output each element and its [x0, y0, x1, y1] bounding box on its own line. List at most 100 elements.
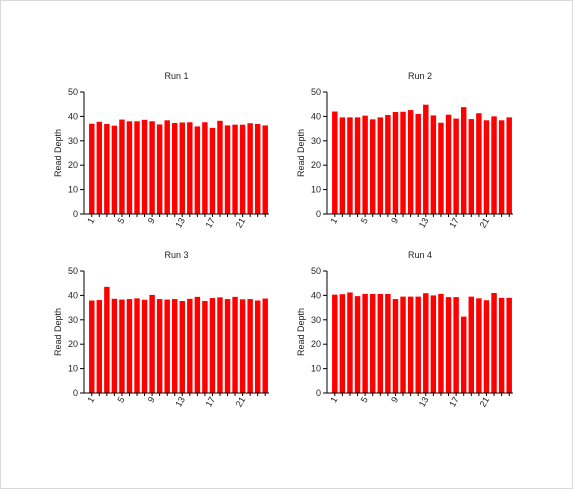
y-tick-label: 20 [311, 160, 321, 170]
bar [347, 292, 353, 393]
bar [149, 121, 155, 214]
bar [262, 298, 268, 393]
x-tick-label: 21 [478, 216, 492, 230]
bar [400, 111, 406, 214]
bar [89, 123, 95, 214]
chart-panel-2: Run 2 0 10 20 30 40 50 Read Depth 1 5 9 13 17 21 [296, 71, 513, 230]
y-tick-label: 30 [68, 315, 78, 325]
bar [217, 120, 223, 214]
bar [460, 316, 467, 393]
bar [224, 125, 231, 214]
y-tick-label: 20 [68, 160, 78, 170]
y-tick-label: 0 [73, 209, 78, 219]
bar [445, 297, 452, 393]
y-tick-label: 0 [316, 388, 321, 398]
y-tick-label: 0 [73, 388, 78, 398]
bar [362, 293, 368, 393]
y-axis-label: Read Depth [53, 129, 63, 177]
bar [385, 114, 391, 214]
bar [239, 299, 246, 393]
x-tick-label: 17 [447, 395, 461, 409]
bar [430, 295, 437, 393]
y-axis-label: Read Depth [53, 308, 63, 356]
bar [141, 119, 148, 214]
bar [164, 120, 170, 214]
y-tick-label: 20 [68, 339, 78, 349]
bar [347, 117, 353, 214]
bar [209, 127, 216, 214]
bar [415, 113, 421, 214]
x-tick-label: 9 [146, 216, 157, 225]
bar [187, 122, 193, 214]
y-tick-label: 50 [68, 266, 78, 276]
bar [392, 112, 399, 214]
bar [423, 293, 429, 393]
bar [339, 117, 346, 214]
bar [491, 116, 497, 214]
bar [407, 296, 414, 393]
y-tick-label: 10 [311, 364, 321, 374]
bar [438, 293, 444, 393]
x-tick-label: 13 [417, 216, 431, 230]
bar [339, 294, 346, 393]
y-tick-label: 50 [311, 266, 321, 276]
bar [156, 299, 163, 393]
bar [187, 298, 193, 393]
bar [172, 299, 178, 393]
bar [194, 296, 201, 393]
bar [262, 125, 268, 214]
bar [498, 297, 505, 393]
bar [126, 299, 133, 393]
bar [179, 301, 185, 393]
bar [232, 124, 238, 214]
bar [111, 125, 118, 214]
y-tick-label: 10 [68, 364, 78, 374]
x-tick-label: 5 [359, 216, 370, 225]
x-tick-label: 9 [389, 395, 400, 404]
bar [377, 293, 384, 393]
bar [438, 122, 444, 214]
y-tick-label: 40 [311, 111, 321, 121]
bar [332, 294, 338, 393]
bar [369, 119, 376, 214]
x-tick-label: 1 [85, 395, 96, 404]
bar [354, 296, 361, 393]
bar [400, 296, 406, 393]
bar [460, 107, 467, 214]
bar [483, 300, 490, 393]
x-tick-label: 21 [478, 395, 492, 409]
x-tick-label: 1 [328, 395, 339, 404]
bar [141, 299, 148, 393]
bar [239, 124, 246, 214]
bar [104, 123, 110, 214]
bar [385, 293, 391, 393]
x-tick-label: 5 [359, 395, 370, 404]
chart-title: Run 4 [408, 250, 432, 260]
x-tick-label: 1 [85, 216, 96, 225]
bar [179, 122, 185, 214]
y-tick-label: 0 [316, 209, 321, 219]
bar [392, 299, 399, 393]
bar [491, 292, 497, 393]
y-tick-label: 30 [311, 315, 321, 325]
x-tick-label: 21 [234, 395, 248, 409]
bar [506, 297, 512, 393]
bar [194, 126, 201, 214]
bar [468, 119, 475, 214]
bar [119, 119, 125, 214]
y-axis-label: Read Depth [296, 308, 306, 356]
y-tick-label: 10 [68, 185, 78, 195]
bar [247, 299, 253, 393]
bar [453, 118, 459, 214]
bar [156, 124, 163, 214]
bar [254, 123, 261, 214]
y-tick-label: 20 [311, 339, 321, 349]
bar [202, 301, 208, 393]
bar [445, 114, 452, 214]
x-tick-label: 5 [116, 216, 127, 225]
bar [224, 299, 231, 393]
x-tick-label: 5 [116, 395, 127, 404]
bar [476, 298, 482, 393]
